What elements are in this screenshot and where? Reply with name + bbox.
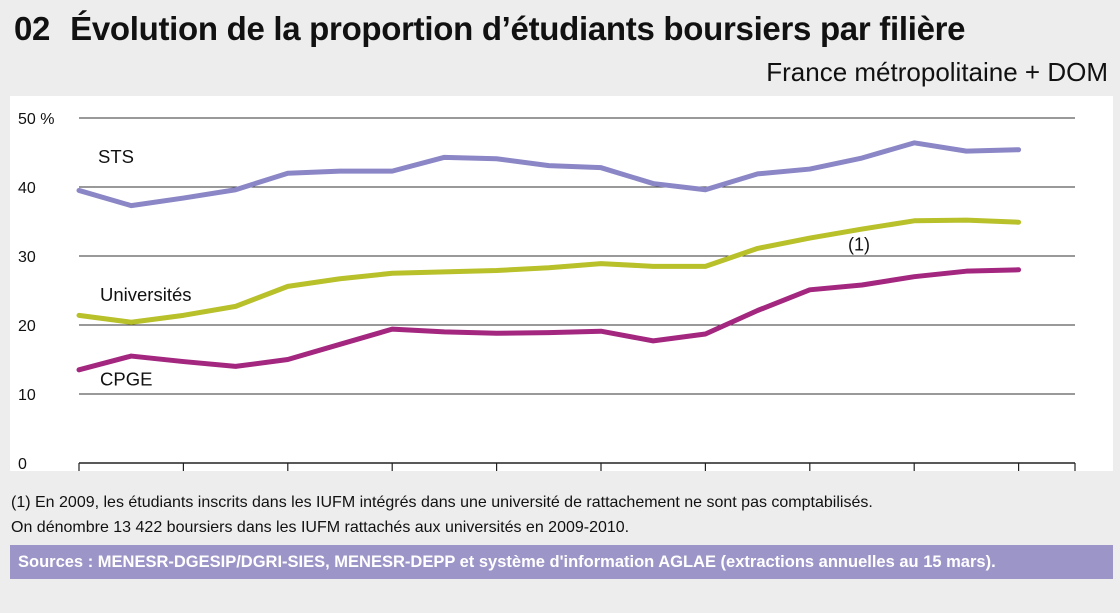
y-tick-label: 0 <box>18 456 27 471</box>
series-line-sts <box>76 140 1022 209</box>
chart-subtitle: France métropolitaine + DOM <box>766 57 1108 87</box>
series-label: Universités <box>100 284 192 305</box>
series-label: CPGE <box>100 369 152 390</box>
y-tick-label: 10 <box>18 387 36 404</box>
series-line-universit-s <box>76 217 1022 325</box>
figure-number: 02 <box>14 10 51 47</box>
page-title: 02 Évolution de la proportion d’étudiants… <box>14 10 966 48</box>
figure-title: Évolution de la proportion d’étudiants b… <box>70 10 966 47</box>
y-tick-label: 50 % <box>18 111 54 128</box>
annotation-1: (1) <box>848 234 870 254</box>
series-label: STS <box>98 146 134 167</box>
sources-bar: Sources : MENESR-DGESIP/DGRI-SIES, MENES… <box>10 545 1113 579</box>
footnote-1: (1) En 2009, les étudiants inscrits dans… <box>11 494 873 511</box>
footnote-2: On dénombre 13 422 boursiers dans les IU… <box>11 519 630 536</box>
series-line-cpge <box>76 267 1022 373</box>
y-tick-label: 40 <box>18 180 36 197</box>
y-tick-label: 20 <box>18 318 36 335</box>
y-tick-label: 30 <box>18 249 36 266</box>
